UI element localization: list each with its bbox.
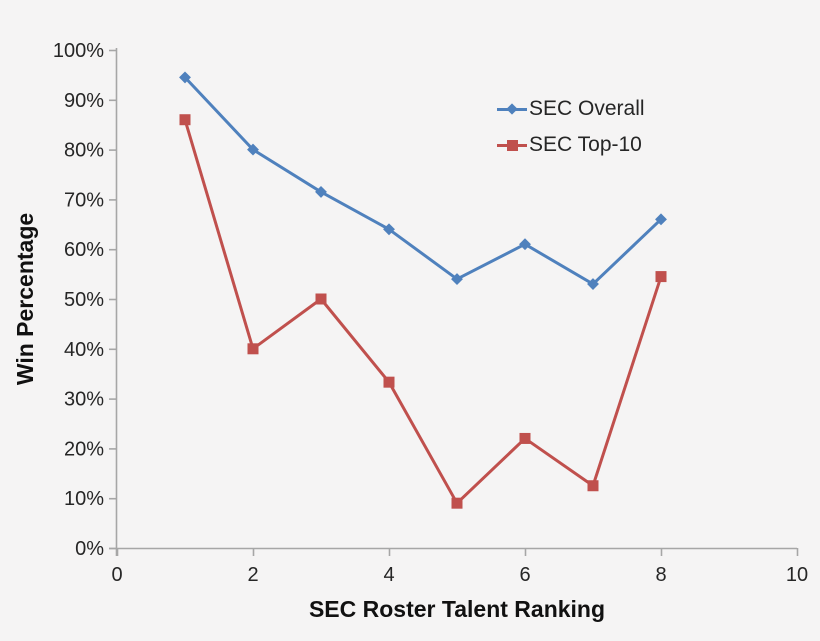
data-point-square-sec-top-10 [655, 271, 667, 283]
y-tick-label: 50% [64, 289, 104, 311]
y-tick-label: 20% [64, 438, 104, 460]
data-point-square-sec-top-10 [519, 432, 531, 444]
x-tick-label: 4 [383, 564, 394, 586]
legend-item-sec-overall: SEC Overall [497, 96, 645, 122]
data-point-square-sec-top-10 [383, 376, 395, 388]
data-point-diamond-sec-overall [179, 71, 191, 84]
y-tick-label: 0% [75, 538, 104, 560]
x-tick-label: 2 [247, 564, 258, 586]
data-point-square-sec-top-10 [587, 480, 599, 492]
legend-label-sec-top10: SEC Top-10 [529, 133, 642, 156]
legend-square-marker-icon [497, 132, 527, 158]
x-tick-label: 10 [786, 564, 808, 586]
legend-diamond-marker-icon [497, 96, 527, 122]
x-tick-label: 6 [519, 564, 530, 586]
x-tick-label: 8 [655, 564, 666, 586]
y-tick-label: 70% [64, 189, 104, 211]
y-tick-label: 30% [64, 389, 104, 411]
data-point-square-sec-top-10 [315, 293, 327, 305]
data-point-diamond-sec-overall [519, 238, 531, 251]
x-tick-label: 0 [111, 564, 122, 586]
data-point-square-sec-top-10 [247, 343, 259, 355]
series-line-sec-overall [183, 75, 663, 286]
data-point-square-sec-top-10 [179, 114, 191, 126]
y-tick-label: 60% [64, 239, 104, 261]
y-tick-label: 100% [53, 40, 104, 62]
y-tick-label: 90% [64, 90, 104, 112]
x-axis-title: SEC Roster Talent Ranking [308, 596, 606, 622]
y-tick-label: 10% [64, 488, 104, 510]
series-line-sec-top-10 [183, 118, 663, 505]
data-point-square-sec-top-10 [451, 497, 463, 509]
legend: SEC Overall SEC Top-10 [497, 96, 645, 158]
data-point-diamond-sec-overall [451, 273, 463, 286]
legend-item-sec-top10: SEC Top-10 [497, 132, 645, 158]
y-tick-label: 80% [64, 140, 104, 162]
y-axis-title: Win Percentage [12, 212, 38, 386]
data-point-diamond-sec-overall [587, 278, 599, 290]
legend-label-sec-overall: SEC Overall [529, 97, 645, 120]
y-tick-label: 40% [64, 339, 104, 361]
